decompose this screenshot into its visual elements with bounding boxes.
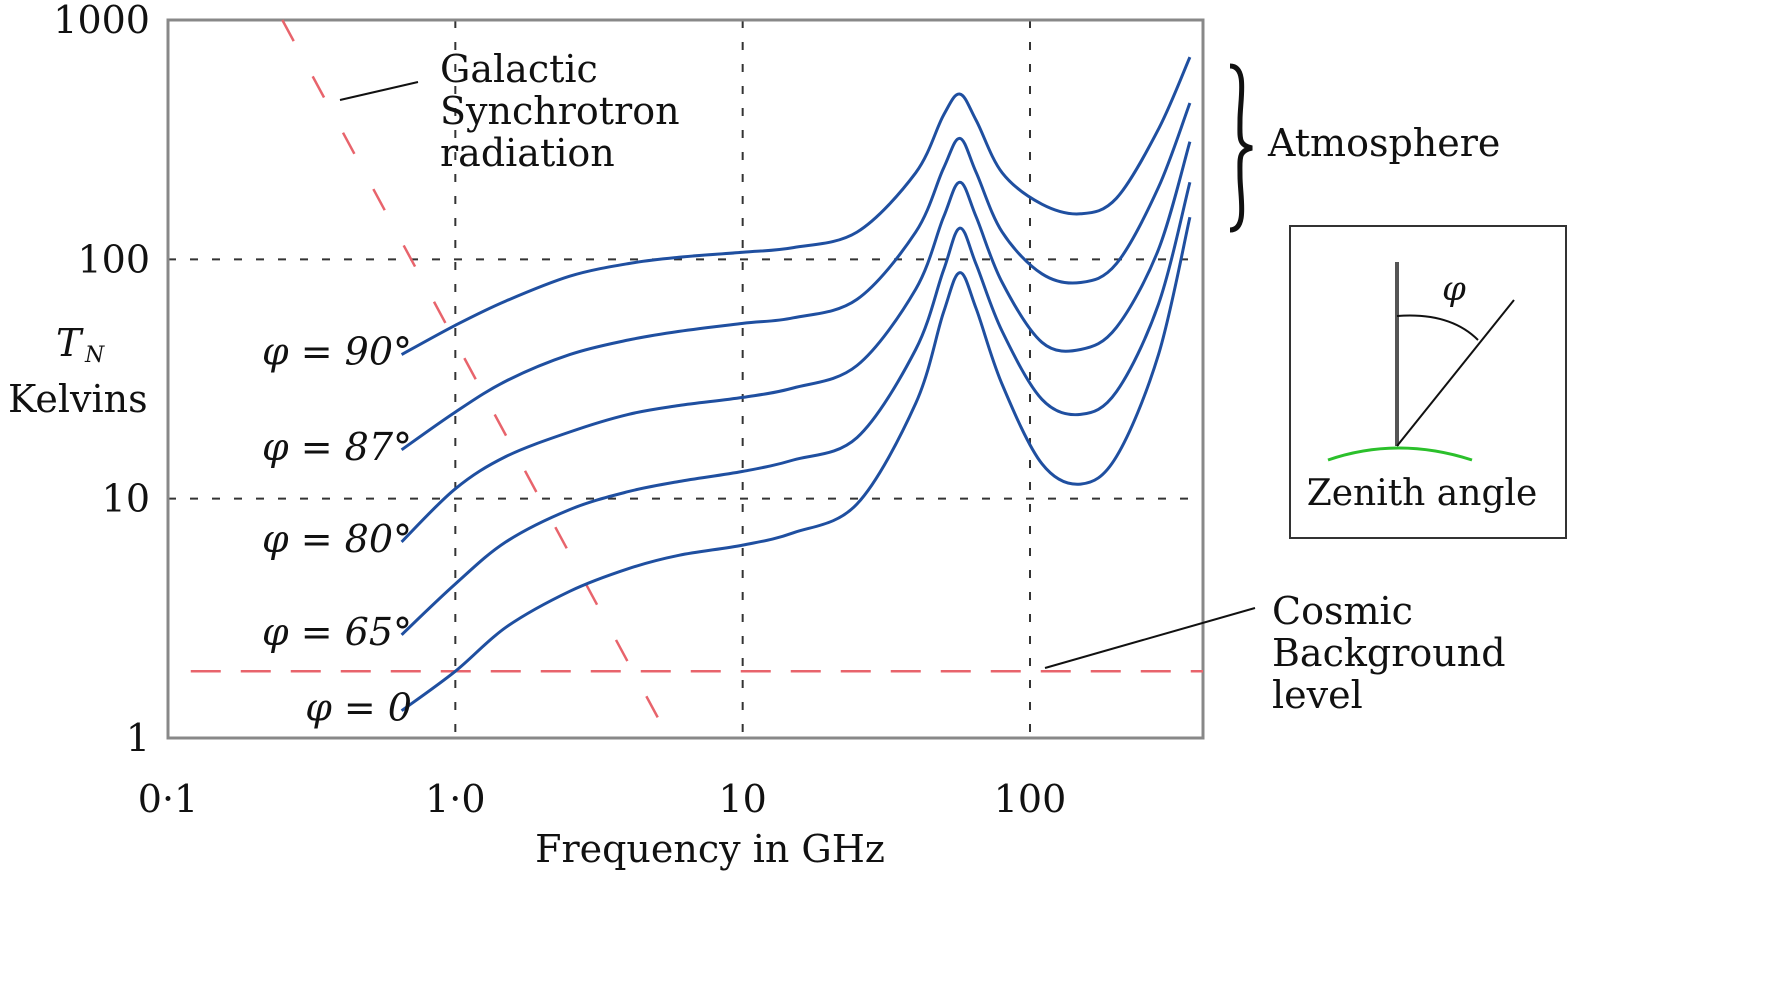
synchrotron-leader-line — [339, 81, 419, 101]
synchrotron-line-3: radiation — [440, 131, 615, 175]
view-direction-line — [1396, 299, 1515, 447]
series-line — [400, 181, 1192, 636]
series-label: φ = 87° — [262, 425, 412, 469]
atmosphere-annotation: Atmosphere — [1267, 121, 1500, 165]
inset-label: Zenith angle — [1307, 473, 1538, 514]
y-tick-label: 100 — [77, 237, 150, 281]
cosmic-line-3: level — [1272, 673, 1363, 717]
cosmic-leader-line — [1044, 607, 1256, 669]
atmosphere-brace — [1229, 63, 1253, 233]
y-tick-label: 10 — [102, 477, 150, 521]
zenith-inset: φ Zenith angle — [1289, 225, 1567, 539]
series-label: φ = 90° — [262, 330, 412, 374]
synchrotron-line — [281, 19, 676, 750]
y-axis-symbol-subscript: N — [84, 343, 105, 368]
synchrotron-line-1: Galactic — [440, 47, 598, 91]
x-tick-label: 1·0 — [425, 777, 485, 821]
cosmic-line-1: Cosmic — [1272, 589, 1413, 633]
y-axis-label: Kelvins — [8, 377, 148, 421]
series-labels: φ = 90° φ = 87° φ = 80° φ = 65° φ = 0 — [262, 330, 412, 730]
grid-lines — [168, 20, 1203, 738]
inset-frame — [1289, 225, 1567, 539]
x-tick-label: 0·1 — [138, 777, 198, 821]
y-tick-label: 1 — [126, 716, 150, 760]
x-tick-label: 10 — [718, 777, 766, 821]
plot-frame — [166, 18, 1205, 740]
y-tick-label: 1000 — [53, 0, 150, 42]
synchrotron-annotation: Galactic Synchrotron radiation — [440, 47, 680, 175]
earth-surface-arc — [1327, 446, 1473, 462]
series-label: φ = 80° — [262, 517, 412, 561]
series-line — [400, 216, 1192, 712]
series-label: φ = 0 — [305, 686, 412, 730]
x-axis-ticks: 0·1 1·0 10 100 — [138, 777, 1066, 821]
angle-arc — [1396, 314, 1479, 341]
y-axis-ticks: 1 10 100 1000 — [53, 0, 150, 760]
cosmic-annotation: Cosmic Background level — [1272, 589, 1506, 717]
series-line — [400, 102, 1192, 452]
series-label: φ = 65° — [262, 610, 412, 654]
series-group — [400, 56, 1192, 712]
cosmic-line-2: Background — [1272, 631, 1506, 675]
x-tick-label: 100 — [994, 777, 1067, 821]
synchrotron-line-2: Synchrotron — [440, 89, 680, 133]
series-line — [400, 141, 1192, 543]
reference-lines — [190, 19, 1203, 750]
y-axis-symbol-main: T — [56, 321, 84, 365]
y-axis-symbol: T N — [56, 321, 105, 368]
series-line — [400, 56, 1192, 356]
x-axis-label: Frequency in GHz — [535, 827, 885, 871]
inset-angle-symbol: φ — [1442, 269, 1466, 309]
